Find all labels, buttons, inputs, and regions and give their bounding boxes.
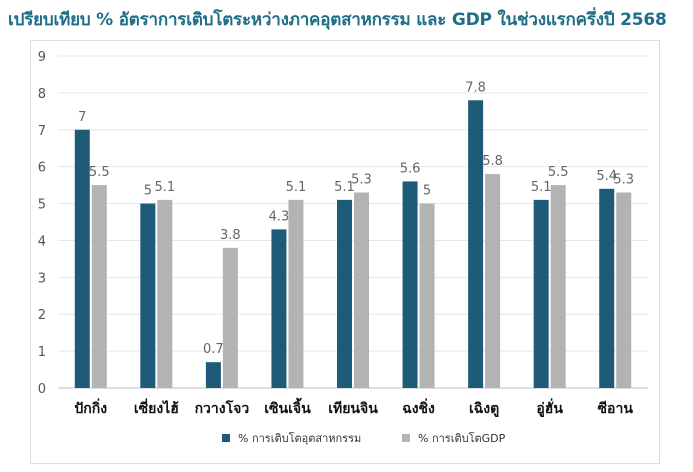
data-label: 7	[78, 110, 86, 125]
y-tick-label: 2	[38, 308, 46, 323]
bar-industry	[74, 129, 90, 388]
gridlines	[58, 55, 648, 389]
x-tick-label: กวางโจว	[195, 399, 250, 417]
y-tick-label: 6	[38, 161, 46, 176]
data-label: 5.6	[400, 161, 421, 176]
bar-industry	[337, 199, 352, 388]
bar-industry	[271, 229, 287, 388]
x-tick-label: ปักกิ่ง	[74, 398, 107, 417]
data-label: 4.3	[269, 209, 290, 224]
chart-title: เปรียบเทียบ % อัตราการเติบโตระหว่างภาคอุ…	[8, 10, 667, 30]
legend-swatch-gdp	[402, 434, 410, 442]
x-tick-label: เซี่ยงไฮ้	[134, 398, 179, 417]
data-label: 5.1	[531, 180, 552, 195]
bar-industry	[140, 203, 156, 388]
data-label: 0.7	[203, 342, 224, 357]
data-label: 5.4	[596, 169, 617, 184]
bar-industry	[205, 362, 221, 388]
data-label: 5.3	[351, 172, 372, 187]
bar-gdp	[550, 185, 566, 388]
x-tick-label: ซีอาน	[598, 401, 634, 417]
bar-gdp	[222, 247, 238, 388]
data-label: 5.3	[613, 172, 634, 187]
legend-label-industry: % การเติบโตอุตสาหกรรม	[238, 431, 361, 445]
data-label: 3.8	[220, 228, 241, 243]
y-tick-label: 3	[38, 271, 46, 286]
bars	[74, 100, 632, 389]
data-label: 5.8	[482, 154, 503, 169]
x-axis: ปักกิ่ง เซี่ยงไฮ้ กวางโจว เซินเจิ้น เทียนจิน…	[74, 397, 633, 417]
data-label: 5.1	[154, 180, 175, 195]
y-axis: 0 1 2 3 4 5 6 7 8 9	[38, 50, 46, 397]
bar-gdp	[91, 185, 107, 388]
bar-industry	[468, 100, 484, 389]
bar-industry	[402, 181, 418, 388]
y-tick-label: 8	[38, 87, 46, 102]
legend-label-gdp: % การเติบโตGDP	[418, 431, 506, 445]
x-tick-label: เทียนจิน	[328, 401, 378, 417]
data-label: 5	[144, 184, 152, 199]
y-tick-label: 4	[38, 234, 46, 249]
legend: % การเติบโตอุตสาหกรรม % การเติบโตGDP	[222, 431, 506, 445]
bar-industry	[533, 199, 549, 388]
legend-swatch-industry	[222, 434, 230, 442]
x-tick-label: เซินเจิ้น	[264, 397, 311, 417]
y-tick-label: 9	[38, 50, 46, 65]
bar-industry	[599, 188, 615, 388]
bar-gdp	[157, 199, 173, 388]
data-label: 5.5	[548, 165, 569, 180]
data-labels: 75.55 5.10.73.84.35.1 5.15.35.657.85.85.15…	[78, 80, 634, 357]
y-tick-label: 0	[38, 382, 46, 397]
data-label: 7.8	[465, 80, 486, 95]
bar-gdp	[419, 203, 435, 388]
bar-gdp	[354, 192, 369, 388]
x-tick-label: ฉงชิ่ง	[402, 398, 435, 417]
y-tick-label: 1	[38, 345, 46, 360]
y-tick-label: 7	[38, 124, 46, 139]
x-tick-label: เฉิงตู	[469, 401, 499, 417]
bar-gdp	[616, 192, 632, 388]
data-label: 5	[423, 184, 431, 199]
data-label: 5.5	[89, 165, 110, 180]
data-label: 5.1	[334, 180, 355, 195]
data-label: 5.1	[286, 180, 307, 195]
y-tick-label: 5	[38, 198, 46, 213]
bar-gdp	[485, 174, 501, 388]
bar-gdp	[288, 199, 304, 388]
x-tick-label: อู่ฮั่น	[536, 398, 563, 417]
